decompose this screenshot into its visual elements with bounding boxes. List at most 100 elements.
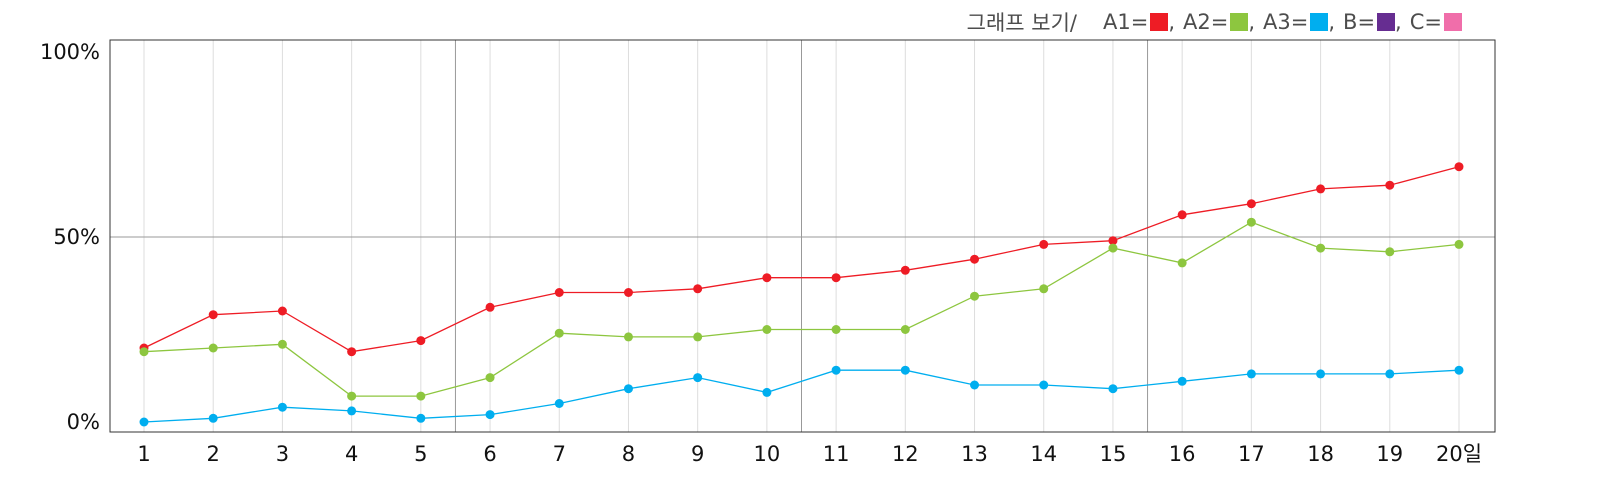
data-point-a3 — [1454, 365, 1464, 375]
x-tick-label: 20일 — [1436, 442, 1482, 466]
plot-border — [109, 39, 1496, 433]
data-point-a3 — [347, 406, 357, 416]
legend-item-c: C= — [1410, 10, 1462, 34]
x-tick-label: 18 — [1307, 442, 1334, 466]
legend-swatch-a2 — [1230, 13, 1249, 31]
data-point-a3 — [1385, 369, 1395, 379]
data-point-a3 — [693, 373, 703, 383]
data-point-a2 — [1454, 239, 1464, 249]
data-point-a3 — [1177, 376, 1187, 386]
data-point-a2 — [277, 339, 287, 349]
series-line-a2 — [143, 221, 1460, 397]
x-tick-label: 9 — [691, 442, 704, 466]
legend-label-a1: A1= — [1102, 10, 1149, 34]
x-tick-label: 8 — [622, 442, 635, 466]
data-point-a1 — [1039, 239, 1049, 249]
data-point-a3 — [762, 387, 772, 397]
data-point-a2 — [693, 332, 703, 342]
legend-label-a3: A3= — [1263, 10, 1309, 34]
legend-swatch-a1 — [1150, 13, 1169, 31]
data-point-a3 — [900, 365, 910, 375]
y-tick-label: 50% — [53, 225, 100, 249]
data-point-a1 — [831, 273, 841, 283]
legend-label-a2: A2= — [1183, 10, 1229, 34]
data-point-a2 — [1039, 284, 1049, 294]
data-point-a1 — [1177, 210, 1187, 220]
legend-item-a2: A2= , — [1183, 10, 1263, 34]
x-tick-label: 13 — [961, 442, 988, 466]
data-point-a2 — [139, 347, 149, 357]
data-point-a1 — [970, 254, 980, 264]
legend-item-a1: A1= , — [1103, 10, 1183, 34]
x-tick-label: 19 — [1376, 442, 1403, 466]
y-tick-label: 100% — [40, 40, 100, 64]
x-tick-label: 15 — [1100, 442, 1127, 466]
data-point-a2 — [1177, 258, 1187, 268]
legend-label-b: B= — [1343, 10, 1376, 34]
legend-item-b: B= , — [1343, 10, 1410, 34]
x-tick-label: 17 — [1238, 442, 1265, 466]
legend-swatch-a3 — [1310, 13, 1329, 31]
data-point-a2 — [347, 391, 357, 401]
x-tick-label: 7 — [553, 442, 566, 466]
data-point-a3 — [277, 402, 287, 412]
data-point-a2 — [485, 373, 495, 383]
data-point-a2 — [762, 325, 772, 334]
x-tick-label: 10 — [754, 442, 781, 466]
data-point-a3 — [554, 399, 564, 408]
data-point-a1 — [554, 288, 564, 297]
x-tick-label: 4 — [345, 442, 358, 466]
data-point-a3 — [1108, 384, 1118, 394]
legend-title: 그래프 보기/ — [966, 11, 1077, 35]
x-tick-label: 5 — [414, 442, 427, 466]
series-line-a3 — [143, 369, 1460, 423]
data-point-a3 — [970, 380, 980, 390]
data-point-a2 — [1246, 217, 1256, 227]
data-point-a3 — [1246, 369, 1256, 379]
data-point-a1 — [347, 347, 357, 357]
data-point-a3 — [831, 365, 841, 375]
data-point-a1 — [1316, 184, 1326, 194]
data-point-a1 — [1385, 180, 1395, 190]
data-point-a1 — [208, 310, 218, 320]
plot-area — [110, 40, 1495, 432]
data-point-a3 — [139, 417, 149, 427]
series-line-a1 — [143, 166, 1460, 353]
data-point-a2 — [623, 332, 633, 342]
data-point-a1 — [1454, 162, 1464, 172]
data-point-a2 — [1108, 243, 1118, 253]
data-point-a1 — [1246, 199, 1256, 209]
data-point-a1 — [1108, 236, 1118, 246]
data-point-a3 — [208, 413, 218, 423]
x-tick-label: 14 — [1030, 442, 1057, 466]
data-point-a1 — [693, 284, 703, 294]
data-point-a2 — [1385, 247, 1395, 257]
data-point-a2 — [900, 325, 910, 334]
legend-separator: , — [1248, 10, 1256, 34]
data-point-a3 — [416, 413, 426, 423]
data-point-a1 — [485, 302, 495, 312]
data-point-a1 — [762, 273, 772, 283]
data-point-a2 — [970, 291, 980, 301]
data-point-a1 — [277, 306, 287, 316]
legend-swatch-c — [1444, 13, 1462, 31]
data-point-a3 — [485, 410, 495, 420]
data-point-a3 — [623, 384, 633, 394]
legend-separator: , — [1168, 10, 1175, 34]
x-tick-label: 1 — [137, 442, 150, 466]
data-point-a1 — [900, 265, 910, 275]
data-point-a2 — [831, 325, 841, 334]
data-point-a2 — [416, 391, 426, 401]
legend-separator: , — [1328, 10, 1336, 34]
x-tick-label: 12 — [892, 442, 919, 466]
chart-legend: 그래프 보기/ A1= , A2= , A3= , B= , C= — [967, 8, 1462, 36]
x-tick-label: 2 — [207, 442, 220, 466]
legend-swatch-b — [1377, 13, 1396, 31]
data-point-a2 — [1316, 243, 1326, 253]
data-point-a2 — [554, 328, 564, 338]
legend-separator: , — [1395, 10, 1402, 34]
x-tick-label: 3 — [276, 442, 289, 466]
y-tick-label: 0% — [67, 410, 100, 434]
data-point-a3 — [1039, 380, 1049, 390]
